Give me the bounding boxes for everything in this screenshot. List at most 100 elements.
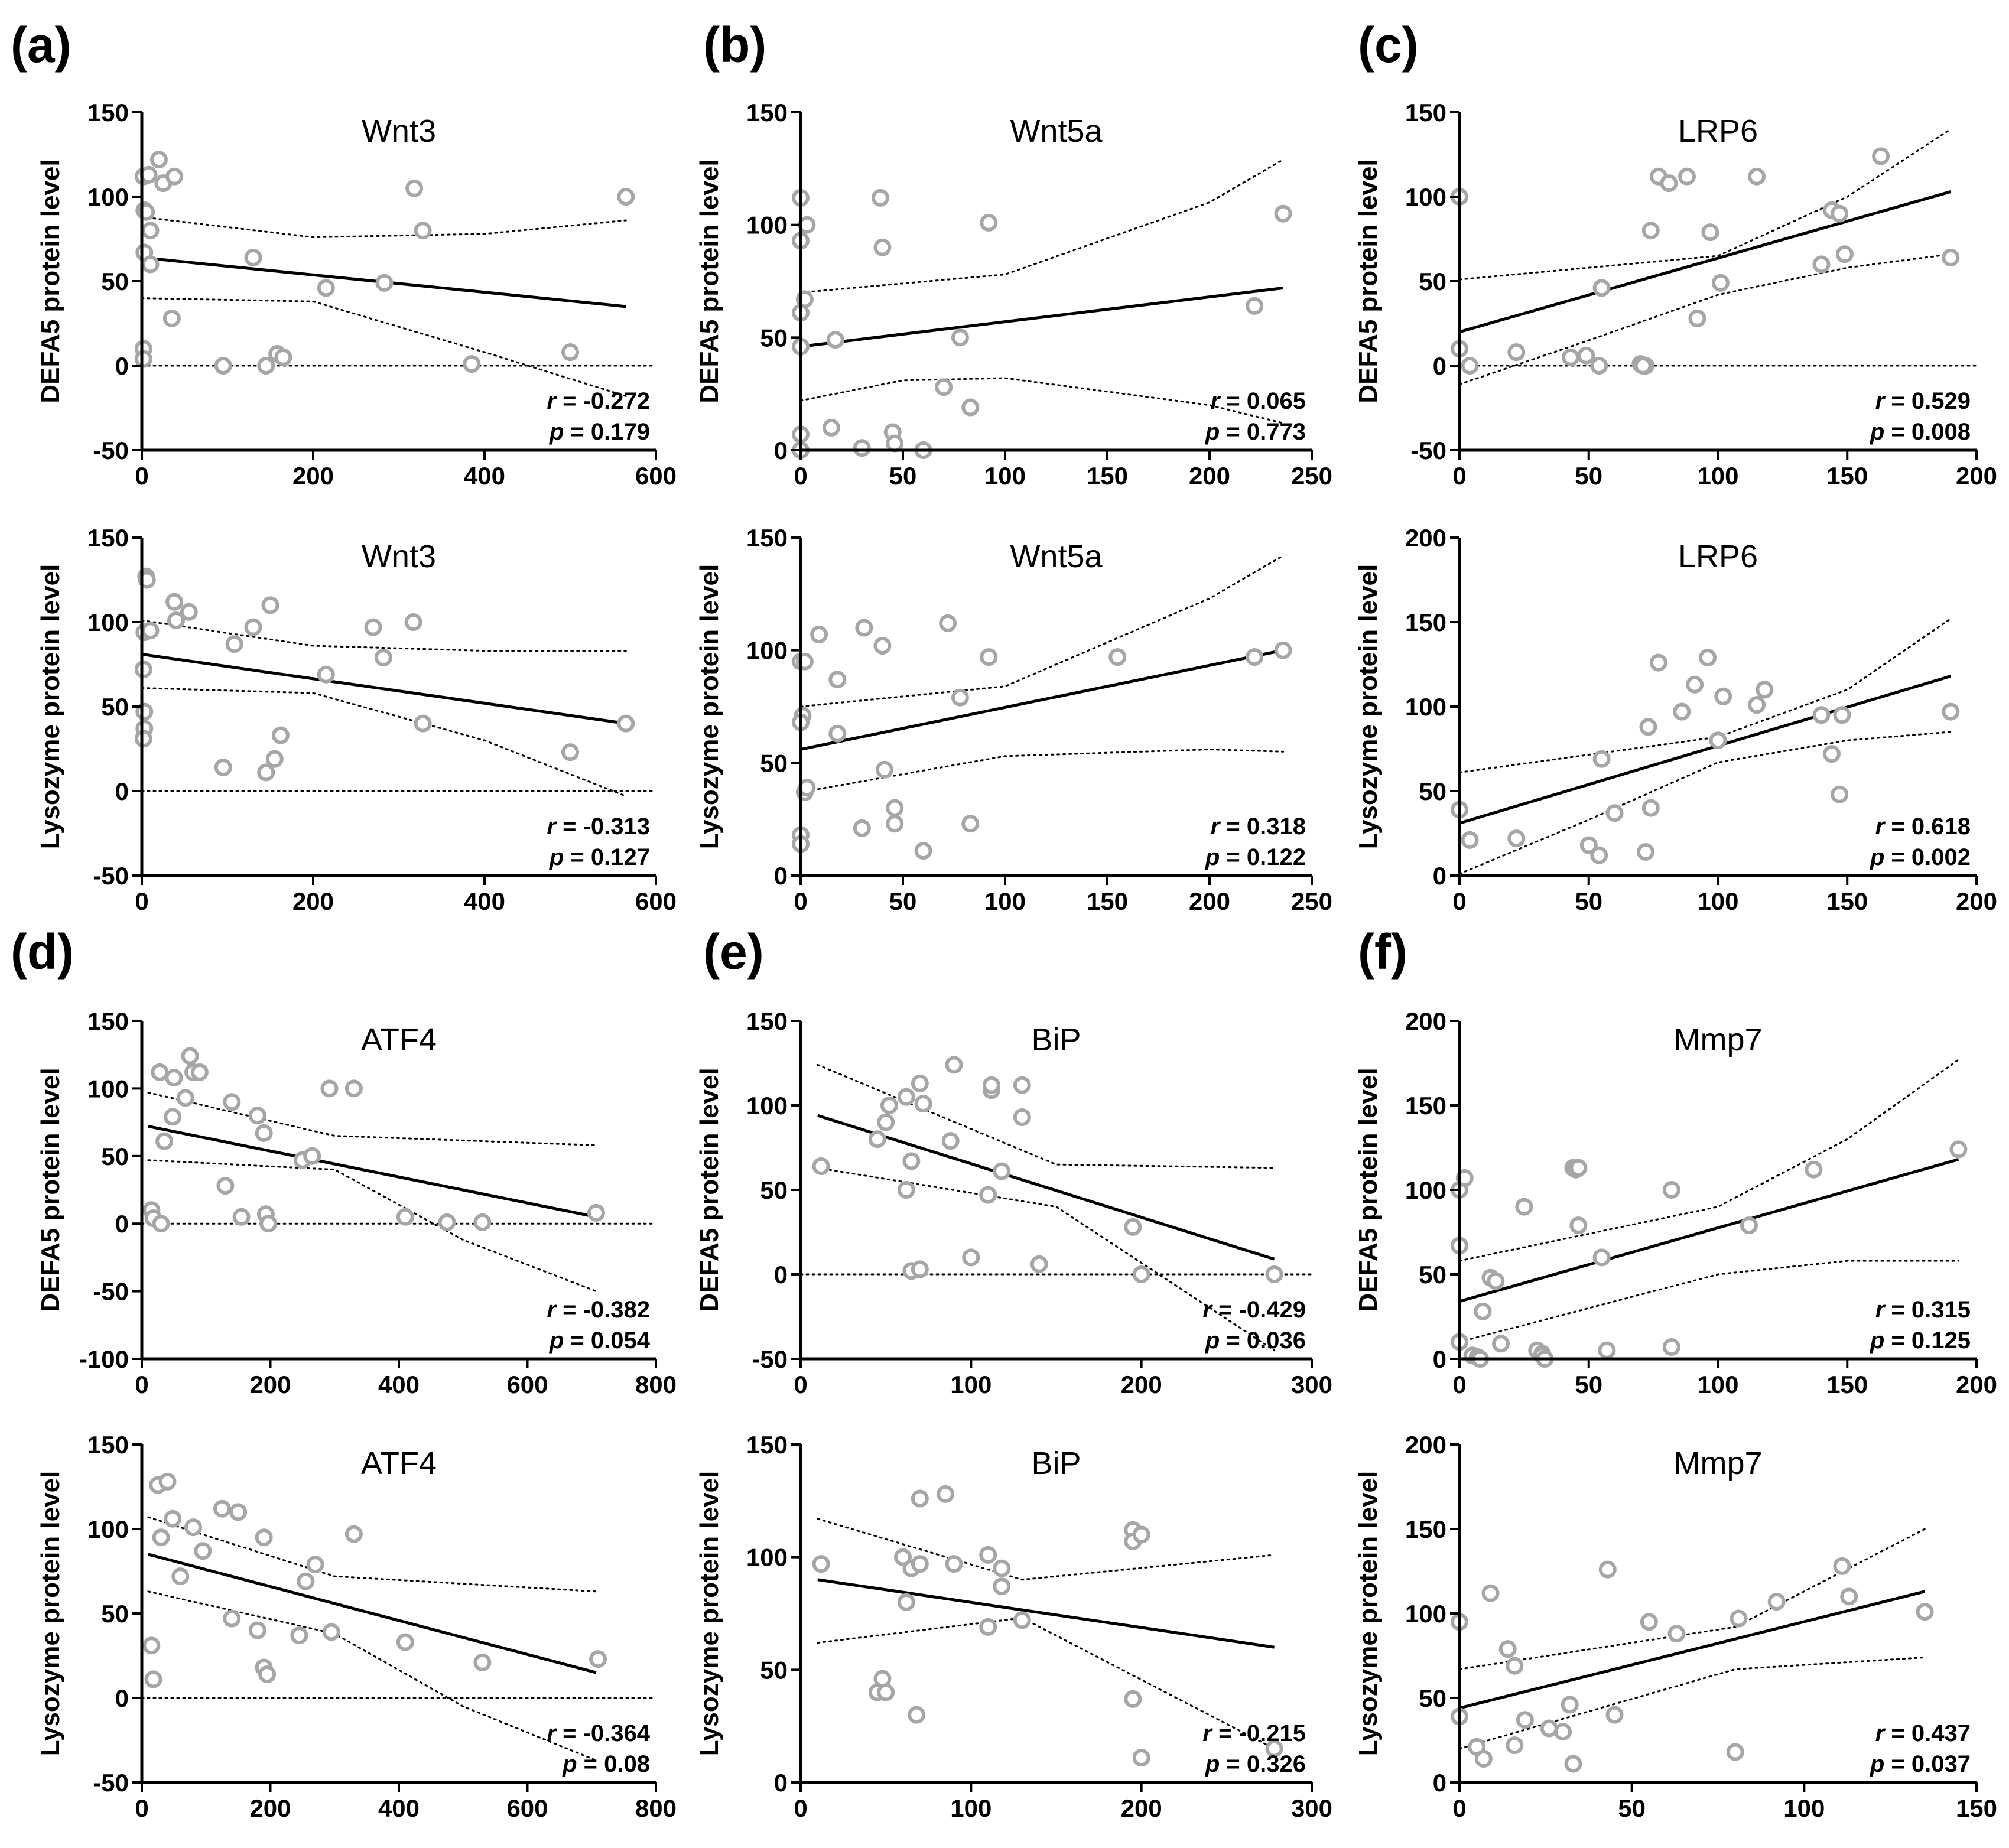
ci-lower-band [799,748,1285,793]
data-point [258,1665,277,1683]
y-tick-label: 150 [1405,1515,1446,1543]
data-point [1726,1743,1744,1761]
x-tick-label: 150 [1826,887,1868,915]
data-point [180,603,198,621]
ci-lower-band [1458,1656,1926,1750]
data-point [151,1063,169,1081]
data-point [1474,1750,1493,1768]
panel-label-a: (a) [11,17,71,73]
y-tick-label: 200 [1405,1431,1446,1459]
data-point [1730,1609,1748,1628]
data-point [141,255,160,274]
y-tick-label: 50 [1419,1261,1446,1289]
data-point [1592,279,1611,297]
data-point [1667,1625,1686,1643]
x-tick-label: 300 [1291,1794,1332,1822]
data-point [993,1559,1011,1577]
data-point [945,1056,963,1074]
data-point [274,348,292,366]
data-point [320,1079,339,1098]
x-tick-label: 100 [950,1371,992,1398]
data-point [1246,297,1264,315]
data-point [1714,687,1732,705]
data-point [1274,204,1292,223]
data-point [935,378,953,396]
x-tick-label: 400 [464,462,505,490]
data-point [1554,1723,1572,1741]
data-point [855,619,873,637]
r-statistic: r = 0.437 [1875,1720,1971,1746]
data-point [1590,357,1608,375]
data-point [897,1181,915,1199]
data-point [303,1147,321,1165]
data-point [617,188,635,206]
data-point [374,649,392,667]
x-tick-label: 150 [1956,1794,1997,1822]
data-point [1831,204,1849,223]
y-axis-label: DEFA5 protein level [1354,159,1383,403]
data-point [951,688,969,707]
data-point [826,331,844,349]
data-point [1605,804,1624,822]
y-axis-label: Lysozyme protein level [1354,564,1383,850]
data-point [1487,1272,1505,1290]
y-axis-label: Lysozyme protein level [1354,1471,1383,1756]
x-tick-label: 0 [794,462,807,490]
y-axis-label: Lysozyme protein level [695,1471,724,1756]
data-point [828,724,847,743]
data-point [190,1063,209,1081]
ci-lower-band [147,1159,597,1293]
y-tick-label: 150 [1405,609,1446,636]
y-tick-label: 0 [115,352,129,380]
data-point [1498,1640,1517,1658]
x-tick-label: 50 [1575,887,1602,915]
ci-upper-band [1458,128,1952,281]
y-tick-label: 150 [746,99,788,126]
data-point [1592,750,1611,768]
p-statistic: p = 0.773 [1205,419,1306,445]
data-point [1833,1557,1851,1575]
data-point [941,1132,960,1150]
data-point [993,1162,1011,1180]
x-tick-label: 100 [1783,1794,1825,1822]
y-tick-label: 150 [87,1431,129,1459]
data-point [1699,649,1717,667]
data-point [1756,681,1774,699]
x-tick-label: 600 [635,887,677,915]
data-point [822,418,840,437]
data-point [1265,1739,1283,1758]
x-tick-label: 0 [135,1371,148,1398]
data-point [1916,1603,1934,1621]
y-tick-label: 0 [115,777,129,805]
ci-lower-band [817,1167,1276,1352]
plot-title: Wnt5a [1010,113,1103,149]
p-statistic: p = 0.127 [549,844,650,870]
y-axis-label: Lysozyme protein level [36,1471,65,1756]
x-tick-label: 100 [950,1794,992,1822]
data-point [229,1503,248,1521]
data-point [561,743,579,762]
plot-title: LRP6 [1678,113,1758,149]
x-tick-label: 300 [1291,1371,1332,1398]
data-point [1507,343,1526,362]
y-tick-label: 50 [1419,777,1446,805]
data-point [1835,245,1854,263]
ci-upper-band [817,1063,1276,1169]
plot-title: ATF4 [361,1446,437,1481]
y-tick-label: 100 [746,212,788,239]
data-point [1678,167,1696,186]
data-point [939,614,957,632]
x-tick-label: 250 [1291,887,1332,915]
data-point [139,165,158,184]
data-point [877,1113,895,1131]
data-point [873,637,892,655]
data-point [1639,718,1657,736]
ci-lower-band [141,687,627,798]
data-point [306,1556,324,1574]
data-point [1461,357,1479,375]
y-tick-label: 150 [87,99,129,126]
data-point [259,1215,278,1233]
data-point [1515,1198,1533,1216]
